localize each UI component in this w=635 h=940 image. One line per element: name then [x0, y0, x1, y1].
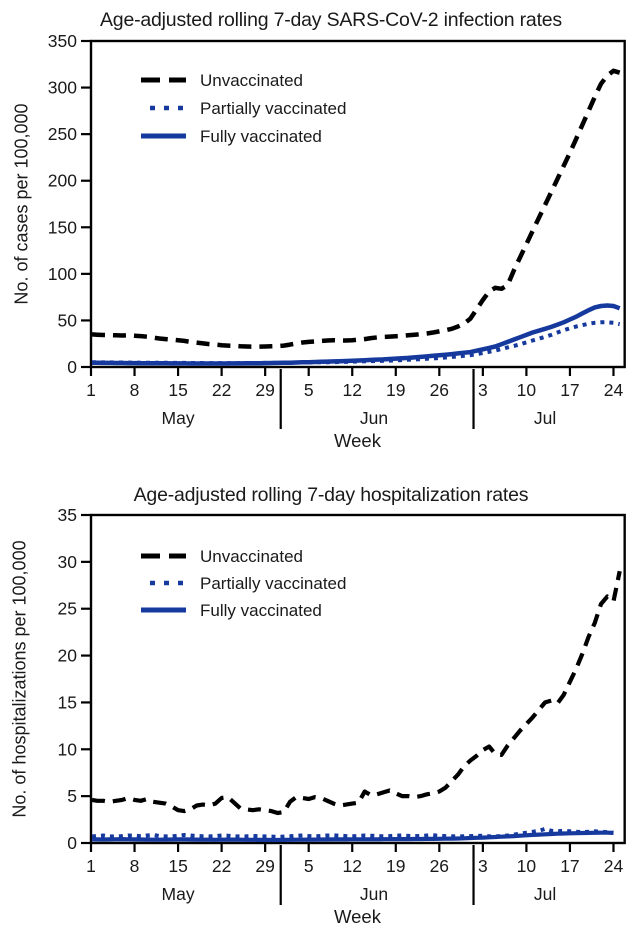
y-tick-label: 30 [58, 552, 78, 572]
y-tick-label: 350 [48, 31, 77, 51]
x-tick-label: 12 [343, 856, 362, 876]
series-line-fully-vaccinated [91, 830, 614, 843]
x-tick-label: 10 [517, 856, 537, 876]
x-tick-label: 26 [430, 380, 449, 400]
x-tick-label: 22 [212, 856, 231, 876]
y-tick-label: 35 [58, 505, 77, 525]
month-label: Jul [534, 408, 556, 428]
x-tick-label: 8 [130, 856, 140, 876]
y-tick-label: 25 [58, 599, 77, 619]
x-tick-label: 3 [478, 380, 488, 400]
y-tick-label: 10 [58, 739, 78, 759]
x-tick-label: 22 [212, 380, 231, 400]
month-label: Jun [360, 884, 388, 904]
y-tick-label: 20 [58, 646, 78, 666]
chart-title: Age-adjusted rolling 7-day SARS-CoV-2 in… [100, 9, 562, 31]
y-tick-label: 0 [67, 833, 77, 853]
month-label: May [162, 408, 195, 428]
x-tick-label: 29 [255, 856, 274, 876]
x-tick-label: 26 [430, 856, 449, 876]
chart-title: Age-adjusted rolling 7-day hospitalizati… [133, 484, 529, 506]
x-tick-label: 19 [386, 380, 405, 400]
month-label: Jul [534, 884, 556, 904]
legend-label: Fully vaccinated [200, 601, 322, 620]
x-tick-label: 17 [560, 856, 579, 876]
x-tick-label: 29 [255, 380, 274, 400]
y-tick-label: 0 [67, 357, 77, 377]
x-axis-label: Week [334, 906, 381, 927]
plot-frame [89, 513, 626, 845]
month-label: May [162, 884, 195, 904]
infection-rates-panel: Age-adjusted rolling 7-day SARS-CoV-2 in… [12, 9, 626, 451]
x-tick-label: 24 [604, 856, 624, 876]
month-label: Jun [360, 408, 388, 428]
y-tick-label: 150 [48, 217, 77, 237]
y-tick-label: 300 [48, 78, 77, 98]
legend-label: Unvaccinated [200, 71, 303, 90]
x-tick-label: 5 [304, 856, 314, 876]
legend-label: Fully vaccinated [200, 127, 322, 146]
legend-label: Partially vaccinated [200, 574, 346, 593]
series-line-partially-vaccinated [91, 826, 614, 839]
hospitalization-rates-panel: Age-adjusted rolling 7-day hospitalizati… [0, 470, 635, 940]
x-tick-label: 3 [478, 856, 488, 876]
x-tick-label: 19 [386, 856, 405, 876]
plot-frame [89, 39, 626, 369]
x-tick-label: 15 [168, 380, 187, 400]
x-tick-label: 10 [517, 380, 537, 400]
infection-rates-chart: 0 50 100 150 200 250 300 350 1 8 15 22 29 5 12 19 26 3 10 1… [48, 31, 626, 429]
x-tick-label: 8 [130, 380, 140, 400]
legend-label: Unvaccinated [200, 547, 303, 566]
y-tick-label: 200 [48, 171, 77, 191]
y-tick-label: 250 [48, 124, 77, 144]
x-tick-label: 1 [86, 380, 96, 400]
series-line-unvaccinated [91, 68, 621, 349]
y-tick-label: 100 [48, 264, 77, 284]
series-line-unvaccinated [91, 570, 622, 816]
x-tick-label: 15 [168, 856, 187, 876]
y-tick-label: 15 [58, 692, 77, 712]
x-tick-label: 5 [304, 380, 314, 400]
series-line-fully-vaccinated [92, 303, 621, 366]
x-tick-label: 17 [560, 380, 579, 400]
x-tick-label: 24 [604, 380, 624, 400]
x-tick-label: 12 [343, 380, 362, 400]
hospitalization-rates-chart: 0 5 10 15 20 25 30 35 1 8 15 22 29 5 12 19 26 3 10 17 24 May J… [58, 505, 626, 905]
y-tick-label: 5 [67, 786, 77, 806]
legend-label: Partially vaccinated [200, 99, 346, 118]
x-tick-label: 1 [86, 856, 96, 876]
y-tick-label: 50 [58, 310, 78, 330]
x-axis-label: Week [334, 430, 381, 451]
